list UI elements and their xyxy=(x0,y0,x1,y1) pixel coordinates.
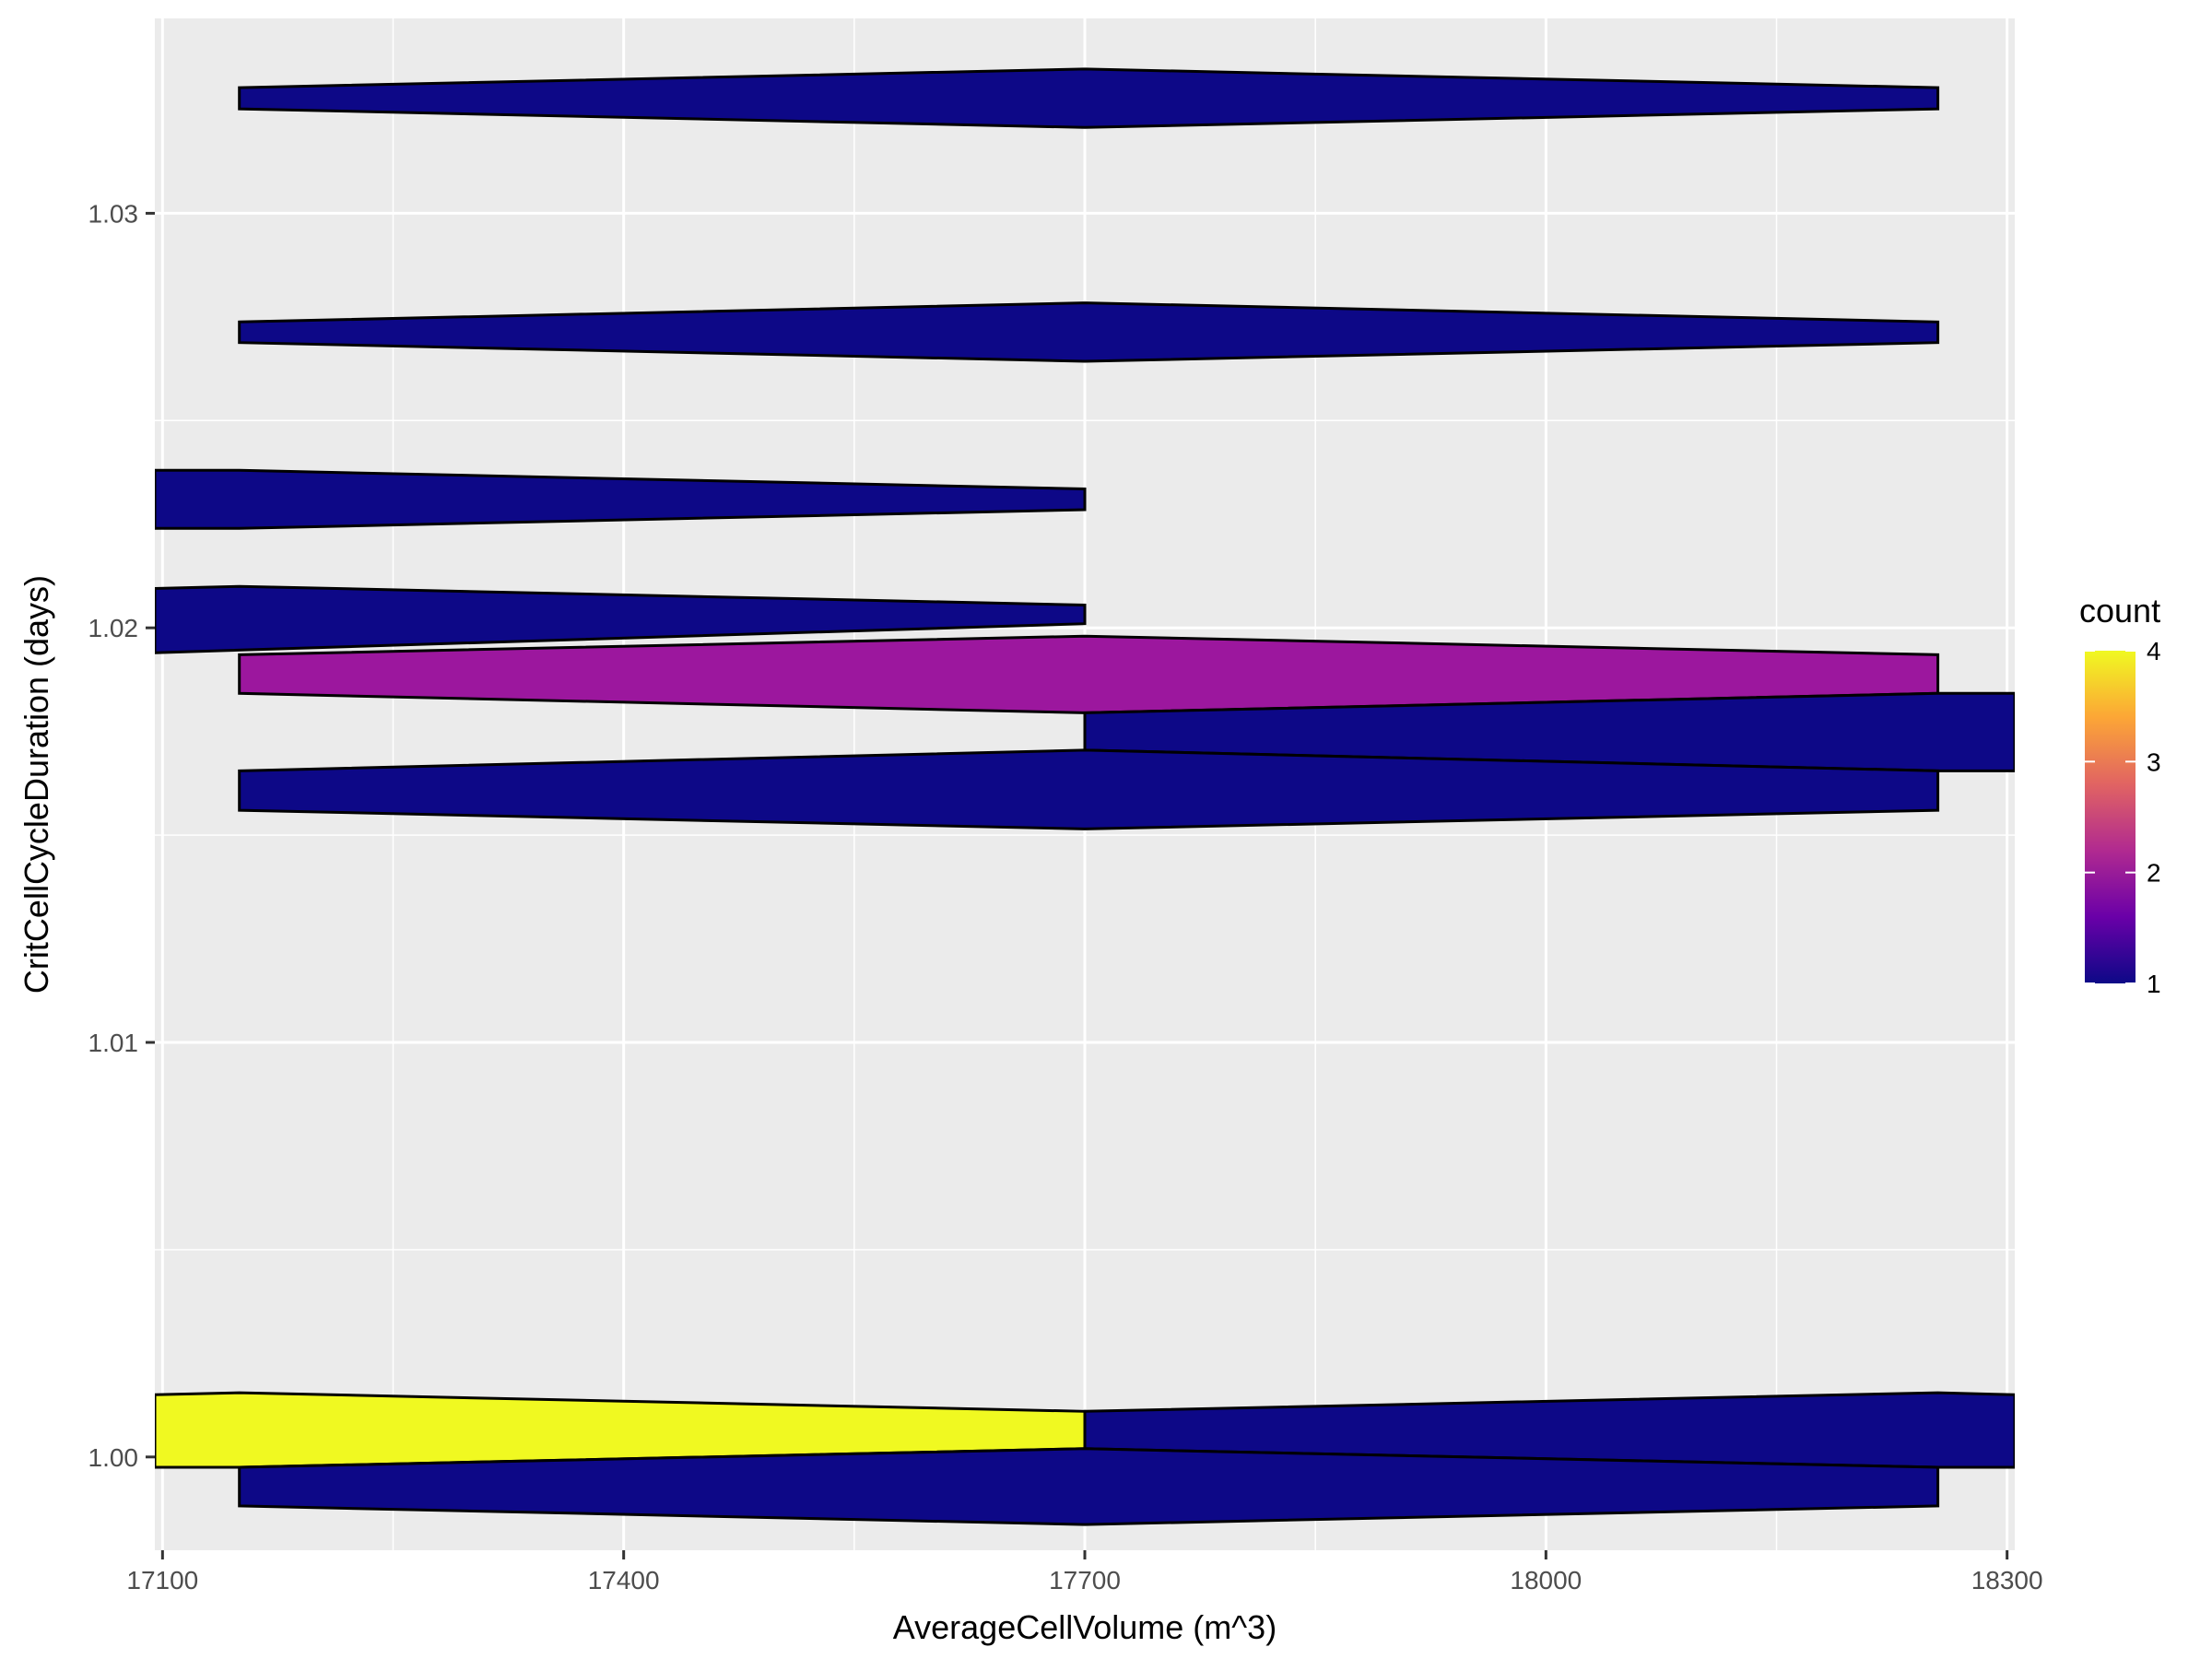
x-tick-label: 17700 xyxy=(1049,1566,1121,1594)
x-tick-label: 18000 xyxy=(1510,1566,1582,1594)
y-tick-label: 1.01 xyxy=(88,1029,139,1057)
x-axis-title: AverageCellVolume (m^3) xyxy=(893,1608,1277,1646)
y-tick-label: 1.03 xyxy=(88,199,139,228)
bin-tile-2 xyxy=(238,301,1940,363)
legend-break-label: 3 xyxy=(2147,747,2161,776)
legend-colorbar xyxy=(2085,651,2136,983)
legend-break-label: 1 xyxy=(2147,970,2161,998)
legend-break-label: 2 xyxy=(2147,859,2161,888)
y-axis: 1.00 1.01 1.02 1.03 xyxy=(88,199,155,1472)
x-tick-label: 18300 xyxy=(1971,1566,2043,1594)
bin-tile-3 xyxy=(155,468,1087,530)
bin-tile-10 xyxy=(238,1447,1940,1526)
y-tick-label: 1.02 xyxy=(88,614,139,642)
bin-tile-1 xyxy=(238,67,1940,129)
bin-tile-4 xyxy=(155,584,1087,654)
legend-break-label: 4 xyxy=(2147,637,2161,665)
bin-tile-7 xyxy=(238,748,1940,830)
legend-breaks: 1 2 3 4 xyxy=(2085,637,2161,998)
x-axis: 17100 17400 17700 18000 18300 xyxy=(126,1550,2043,1594)
x-tick-label: 17100 xyxy=(126,1566,198,1594)
x-tick-label: 17400 xyxy=(588,1566,660,1594)
bin-tiles xyxy=(155,67,2015,1526)
legend-title: count xyxy=(2079,592,2160,629)
y-tick-label: 1.00 xyxy=(88,1443,139,1472)
legend: count 1 2 3 4 xyxy=(2079,592,2161,998)
y-axis-title: CritCellCycleDuration (days) xyxy=(18,575,55,994)
